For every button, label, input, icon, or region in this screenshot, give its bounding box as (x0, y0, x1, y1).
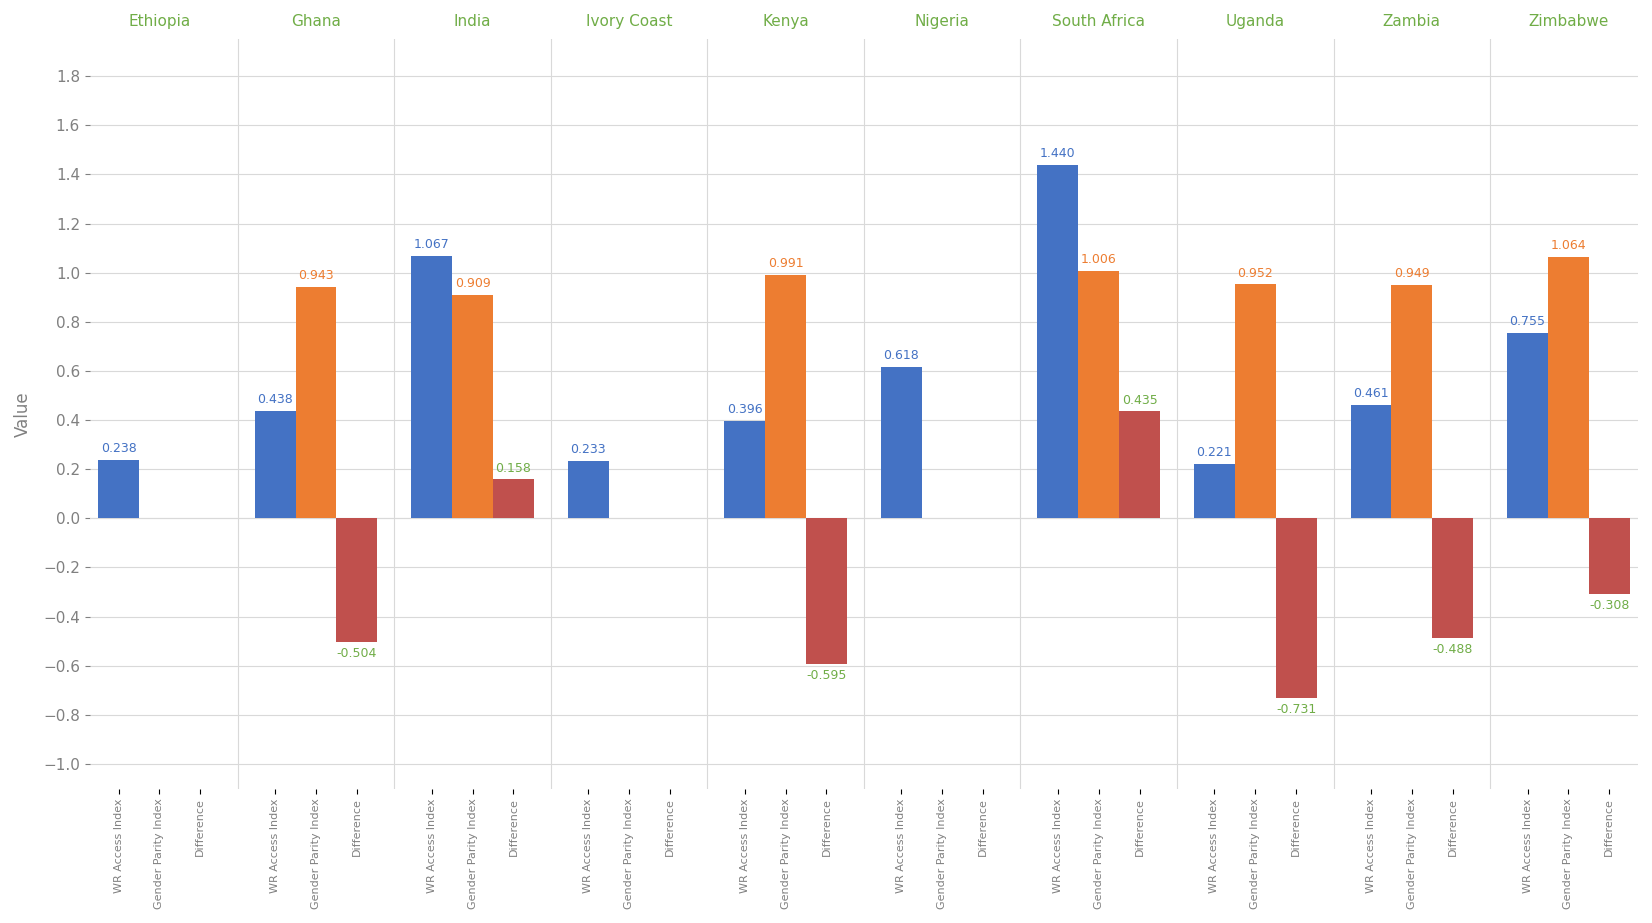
Bar (806, 519, 847, 665)
Text: 0.233: 0.233 (570, 443, 606, 456)
Bar (1079, 271, 1118, 519)
Text: 1.067: 1.067 (415, 238, 449, 251)
Text: -0.488: -0.488 (1432, 643, 1474, 656)
Text: 0.943: 0.943 (299, 269, 334, 282)
Text: -0.595: -0.595 (806, 669, 847, 682)
Text: 0.755: 0.755 (1510, 315, 1546, 328)
Bar (1118, 412, 1160, 519)
Bar (765, 275, 806, 519)
Text: 1.440: 1.440 (1041, 147, 1075, 160)
Bar (296, 287, 337, 519)
Bar (97, 460, 139, 519)
Bar (492, 479, 534, 519)
Text: 0.952: 0.952 (1237, 267, 1274, 280)
Bar (411, 257, 453, 519)
Text: 0.238: 0.238 (101, 442, 137, 455)
Text: 1.006: 1.006 (1080, 253, 1117, 266)
Bar (1037, 164, 1079, 519)
Bar (1589, 519, 1629, 594)
Text: 0.991: 0.991 (768, 257, 803, 270)
Y-axis label: Value: Value (13, 391, 31, 437)
Text: 0.461: 0.461 (1353, 387, 1389, 401)
Text: -0.504: -0.504 (337, 647, 377, 660)
Text: 0.435: 0.435 (1122, 393, 1158, 406)
Text: 0.158: 0.158 (496, 462, 532, 474)
Text: 0.396: 0.396 (727, 403, 763, 416)
Bar (1391, 285, 1432, 519)
Bar (1234, 284, 1275, 519)
Bar (724, 421, 765, 519)
Text: 0.221: 0.221 (1196, 446, 1232, 459)
Text: -0.731: -0.731 (1275, 702, 1317, 715)
Text: 0.618: 0.618 (884, 349, 919, 362)
Text: 0.949: 0.949 (1394, 268, 1429, 281)
Bar (337, 519, 377, 642)
Text: 1.064: 1.064 (1551, 239, 1586, 252)
Bar (453, 295, 492, 519)
Bar (1507, 333, 1548, 519)
Text: 0.909: 0.909 (454, 277, 491, 290)
Bar (568, 462, 608, 519)
Bar (1548, 257, 1589, 519)
Bar (1351, 405, 1391, 519)
Text: -0.308: -0.308 (1589, 599, 1629, 612)
Bar (881, 366, 922, 519)
Bar (1194, 464, 1234, 519)
Bar (1432, 519, 1474, 638)
Bar (254, 411, 296, 519)
Text: 0.438: 0.438 (258, 393, 292, 406)
Bar (1275, 519, 1317, 698)
